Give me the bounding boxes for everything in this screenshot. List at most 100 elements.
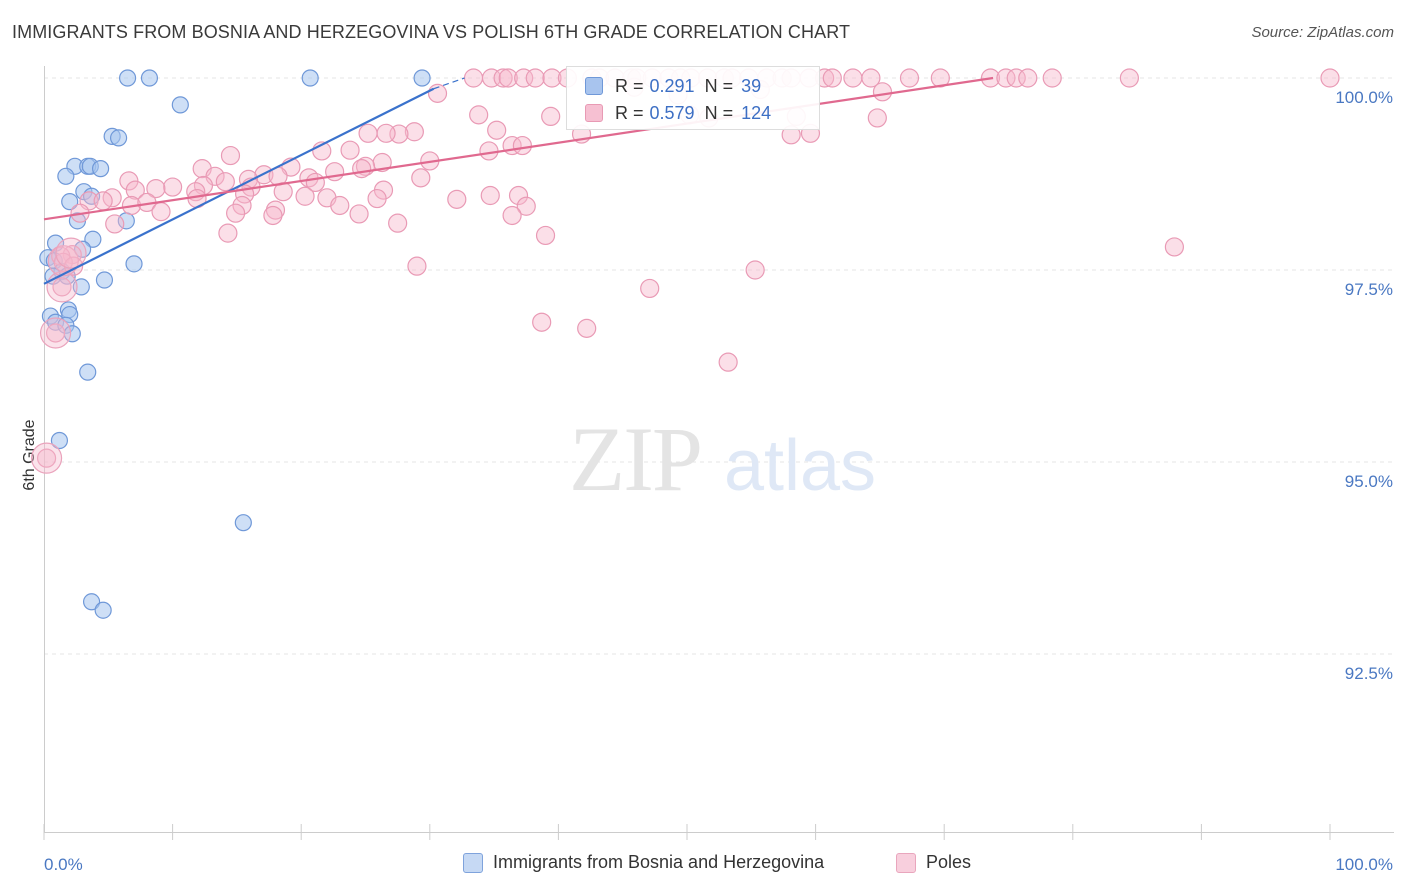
point-poles (479, 141, 499, 161)
trend-line-poles (43, 76, 994, 221)
x-tick-label-end: 100.0% (1335, 855, 1393, 874)
y-axis-label: 6th Grade (21, 419, 38, 490)
point-poles (411, 168, 431, 188)
point-bosnia (301, 69, 319, 87)
point-bosnia (109, 129, 128, 147)
point-poles (146, 178, 166, 199)
y-tick-label: 95.0% (1345, 472, 1393, 491)
point-poles (508, 185, 529, 206)
point-poles (498, 68, 518, 88)
trend-line-bosnia-extension (433, 77, 465, 90)
point-bosnia (234, 514, 252, 532)
stats-swatch-bosnia (585, 77, 603, 95)
point-poles (930, 68, 950, 88)
point-poles (220, 145, 241, 166)
point-bosnia (82, 593, 101, 611)
point-poles (861, 68, 881, 88)
y-tick-label: 100.0% (1335, 88, 1393, 107)
point-poles (512, 135, 532, 156)
point-poles (718, 352, 738, 372)
point-poles (1119, 68, 1139, 88)
point-poles (745, 260, 765, 280)
y-tick-label: 92.5% (1345, 664, 1393, 683)
legend-swatch-poles (896, 852, 916, 873)
legend-item-poles[interactable]: Poles (896, 852, 971, 873)
point-poles (469, 105, 489, 125)
data-points (30, 68, 1340, 619)
legend-item-bosnia[interactable]: Immigrants from Bosnia and Herzegovina (463, 852, 824, 873)
point-bosnia (140, 69, 159, 87)
point-poles-large (46, 271, 78, 303)
point-poles (218, 223, 238, 243)
stats-row-bosnia: R = 0.291 N = 39 (585, 73, 761, 99)
point-poles (516, 196, 536, 216)
source-credit: Source: ZipAtlas.com (1251, 24, 1394, 41)
stats-r-value: 0.579 (649, 102, 695, 123)
x-tick-label-start: 0.0% (44, 855, 83, 874)
point-poles (535, 225, 556, 246)
stats-legend: R = 0.291 N = 39 R = 0.579 N = 124 (566, 66, 820, 130)
point-bosnia (118, 69, 137, 87)
point-poles (481, 68, 502, 88)
point-poles (1042, 68, 1062, 88)
stats-r-label: R = (615, 75, 644, 96)
point-bosnia (413, 69, 431, 87)
point-poles (493, 68, 513, 88)
point-poles (151, 202, 171, 222)
point-poles (93, 191, 113, 211)
point-bosnia (125, 255, 143, 273)
trend-lines (43, 76, 994, 285)
point-bosnia (95, 271, 114, 289)
point-bosnia (61, 193, 79, 211)
trend-line-bosnia (43, 87, 435, 285)
point-poles (996, 68, 1016, 88)
point-bosnia (91, 160, 110, 178)
point-poles (872, 82, 893, 102)
point-poles (352, 159, 372, 179)
watermark-atlas: atlas (724, 426, 876, 506)
point-bosnia (72, 278, 90, 296)
chart-title: IMMIGRANTS FROM BOSNIA AND HERZEGOVINA V… (12, 22, 851, 42)
point-bosnia (57, 167, 75, 185)
point-poles (1018, 68, 1038, 88)
point-poles (1006, 68, 1026, 88)
y-tick-label: 97.5% (1345, 280, 1393, 299)
point-poles (899, 68, 920, 88)
point-poles-large (55, 237, 87, 269)
stats-n-label: N = (704, 75, 734, 96)
point-poles (340, 140, 360, 160)
watermark: ZIP atlas (569, 408, 876, 510)
point-poles (265, 200, 286, 220)
point-poles (163, 177, 183, 197)
point-bosnia (171, 96, 189, 114)
legend-swatch-bosnia (463, 852, 483, 873)
point-poles (388, 213, 408, 233)
point-bosnia (84, 230, 102, 248)
point-poles (226, 203, 246, 223)
point-poles-large (39, 317, 72, 349)
point-poles (125, 180, 145, 200)
legend-label-bosnia: Immigrants from Bosnia and Herzegovina (493, 852, 825, 872)
point-poles (45, 323, 66, 343)
bottom-legend: Immigrants from Bosnia and Herzegovina P… (0, 852, 1406, 878)
point-poles (487, 120, 507, 140)
point-poles (232, 195, 252, 216)
stats-r-label: R = (615, 102, 644, 123)
point-poles (541, 106, 561, 127)
point-poles (105, 214, 125, 234)
stats-swatch-poles (585, 104, 603, 122)
point-poles (463, 68, 484, 88)
point-bosnia (94, 601, 112, 619)
point-poles (407, 256, 427, 276)
y-tick-labels: 100.0% 97.5% 95.0% 92.5% (1335, 88, 1393, 683)
point-poles (349, 204, 369, 224)
stats-n-label: N = (704, 102, 734, 123)
point-poles (822, 68, 842, 88)
stats-n-value: 39 (741, 75, 762, 96)
stats-n-value: 124 (741, 102, 772, 123)
point-poles (330, 195, 350, 216)
grid-lines (44, 77, 1394, 655)
point-poles (52, 277, 72, 297)
point-poles (36, 448, 57, 468)
